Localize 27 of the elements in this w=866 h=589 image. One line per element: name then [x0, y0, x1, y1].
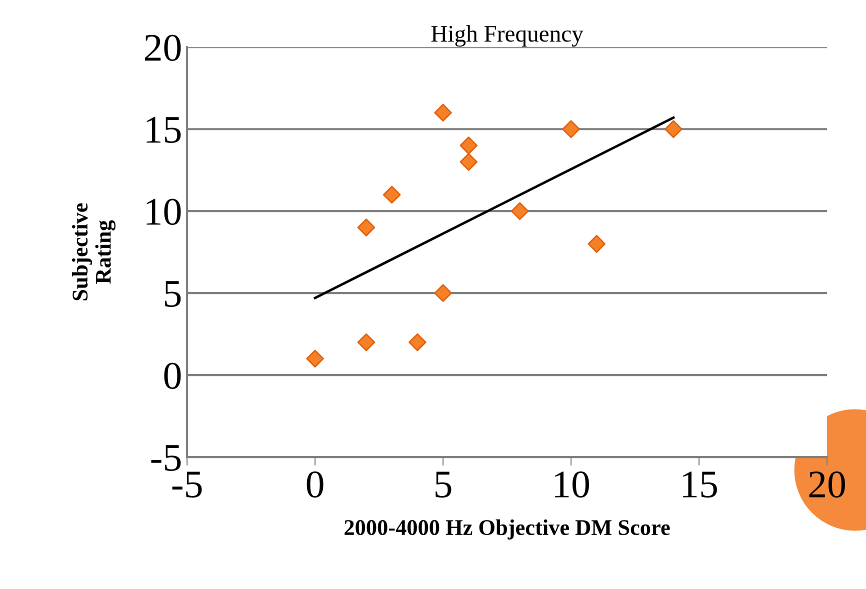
point — [357, 218, 376, 236]
y-tick-label: 10 — [146, 198, 181, 225]
y-axis-title: Subjective Rating — [72, 203, 116, 300]
x-tick-label: 0 — [306, 471, 324, 498]
chart-title: High Frequency — [431, 25, 584, 47]
point — [434, 284, 452, 302]
point — [562, 120, 580, 138]
point — [306, 350, 324, 368]
point — [460, 152, 478, 171]
x-tick-label: 15 — [683, 472, 717, 498]
point — [434, 104, 452, 122]
point — [357, 333, 376, 352]
x-axis-title: 2000-4000 Hz Objective DM Score — [344, 519, 670, 540]
point — [382, 186, 401, 204]
point — [510, 202, 529, 220]
point — [588, 234, 606, 253]
y-tick-label: 20 — [145, 34, 181, 61]
x-tick-label: 5 — [436, 472, 452, 498]
y-tick-label: 0 — [164, 362, 181, 389]
y-tick-label: 15 — [146, 116, 181, 143]
x-tick-label: 20 — [809, 471, 845, 498]
point — [664, 120, 682, 138]
y-tick-label: -5 — [151, 445, 181, 471]
point — [460, 136, 478, 154]
point — [408, 333, 426, 352]
y-tick-label: 5 — [165, 281, 181, 307]
x-tick-label: 10 — [555, 471, 589, 498]
